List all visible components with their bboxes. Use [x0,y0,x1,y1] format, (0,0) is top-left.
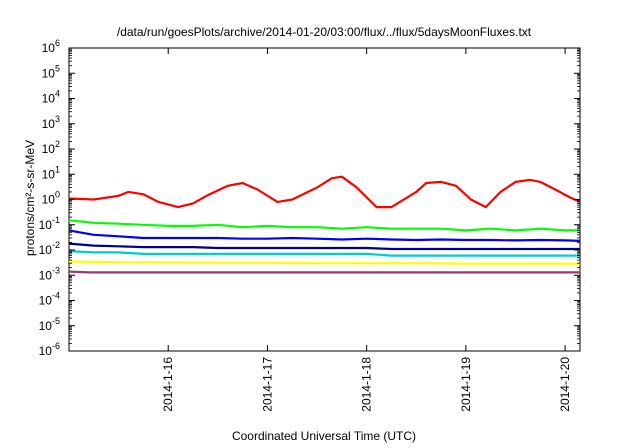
y-tick-base: 10 [42,117,56,131]
y-tick-label: 104 [42,89,60,106]
y-tick-label: 10-6 [39,341,60,358]
y-tick-label: 103 [42,114,60,131]
x-tick-label: 2014-1-17 [260,357,274,412]
series-line-1 [68,175,581,209]
y-tick-exponent: -2 [52,240,60,250]
series-layer [68,175,581,274]
y-tick-base: 10 [42,193,56,207]
y-tick-base: 10 [42,66,56,80]
y-tick-base: 10 [39,319,53,333]
y-tick-base: 10 [42,92,56,106]
y-tick-base: 10 [39,218,53,232]
y-tick-base: 10 [39,243,53,257]
series-line-3 [68,229,581,242]
y-tick-label: 10-1 [39,215,60,232]
plot-area [68,47,581,352]
chart-title: /data/run/goesPlots/archive/2014-01-20/0… [117,25,532,39]
y-tick-exponent: -6 [52,341,60,351]
x-tick-label: 2014-1-20 [558,357,572,412]
y-tick-base: 10 [42,167,56,181]
y-tick-exponent: 3 [55,114,60,124]
series-line-7 [68,270,580,274]
y-tick-exponent: -4 [52,291,60,301]
y-tick-exponent: 2 [55,139,60,149]
y-tick-exponent: 5 [55,63,60,73]
y-axis: 10-610-510-410-310-210-11001011021031041… [39,38,580,358]
series-line-5 [68,250,580,257]
y-tick-exponent: -3 [52,265,60,275]
y-tick-base: 10 [42,41,56,55]
x-axis: 2014-1-16 2014-1-17 2014-1-18 2014-1-19 2014… [161,48,572,412]
y-tick-base: 10 [39,268,53,282]
y-tick-label: 10-3 [39,265,60,282]
y-tick-label: 100 [42,190,60,207]
x-tick-label: 2014-1-19 [459,357,473,412]
y-tick-exponent: -1 [52,215,60,225]
series-line-6 [68,260,580,265]
y-tick-exponent: 0 [55,190,60,200]
y-tick-label: 102 [42,139,60,156]
series-line-4 [68,242,580,251]
y-tick-exponent: 1 [55,164,60,174]
y-tick-exponent: 6 [55,38,60,48]
y-tick-label: 10-2 [39,240,60,257]
y-tick-label: 10-5 [39,316,60,333]
y-tick-base: 10 [42,142,56,156]
series-line-2 [68,219,580,232]
y-tick-label: 101 [42,164,60,181]
y-tick-exponent: -5 [52,316,60,326]
y-tick-label: 106 [42,38,60,55]
y-tick-exponent: 4 [55,89,60,99]
y-tick-base: 10 [39,344,53,358]
y-tick-label: 105 [42,63,60,80]
x-axis-label: Coordinated Universal Time (UTC) [232,429,416,443]
y-tick-label: 10-4 [39,291,60,308]
y-axis-label: protons/cm²-s-sr-MeV [23,140,37,256]
y-tick-base: 10 [39,294,53,308]
x-tick-label: 2014-1-18 [360,357,374,412]
x-tick-label: 2014-1-16 [161,357,175,412]
